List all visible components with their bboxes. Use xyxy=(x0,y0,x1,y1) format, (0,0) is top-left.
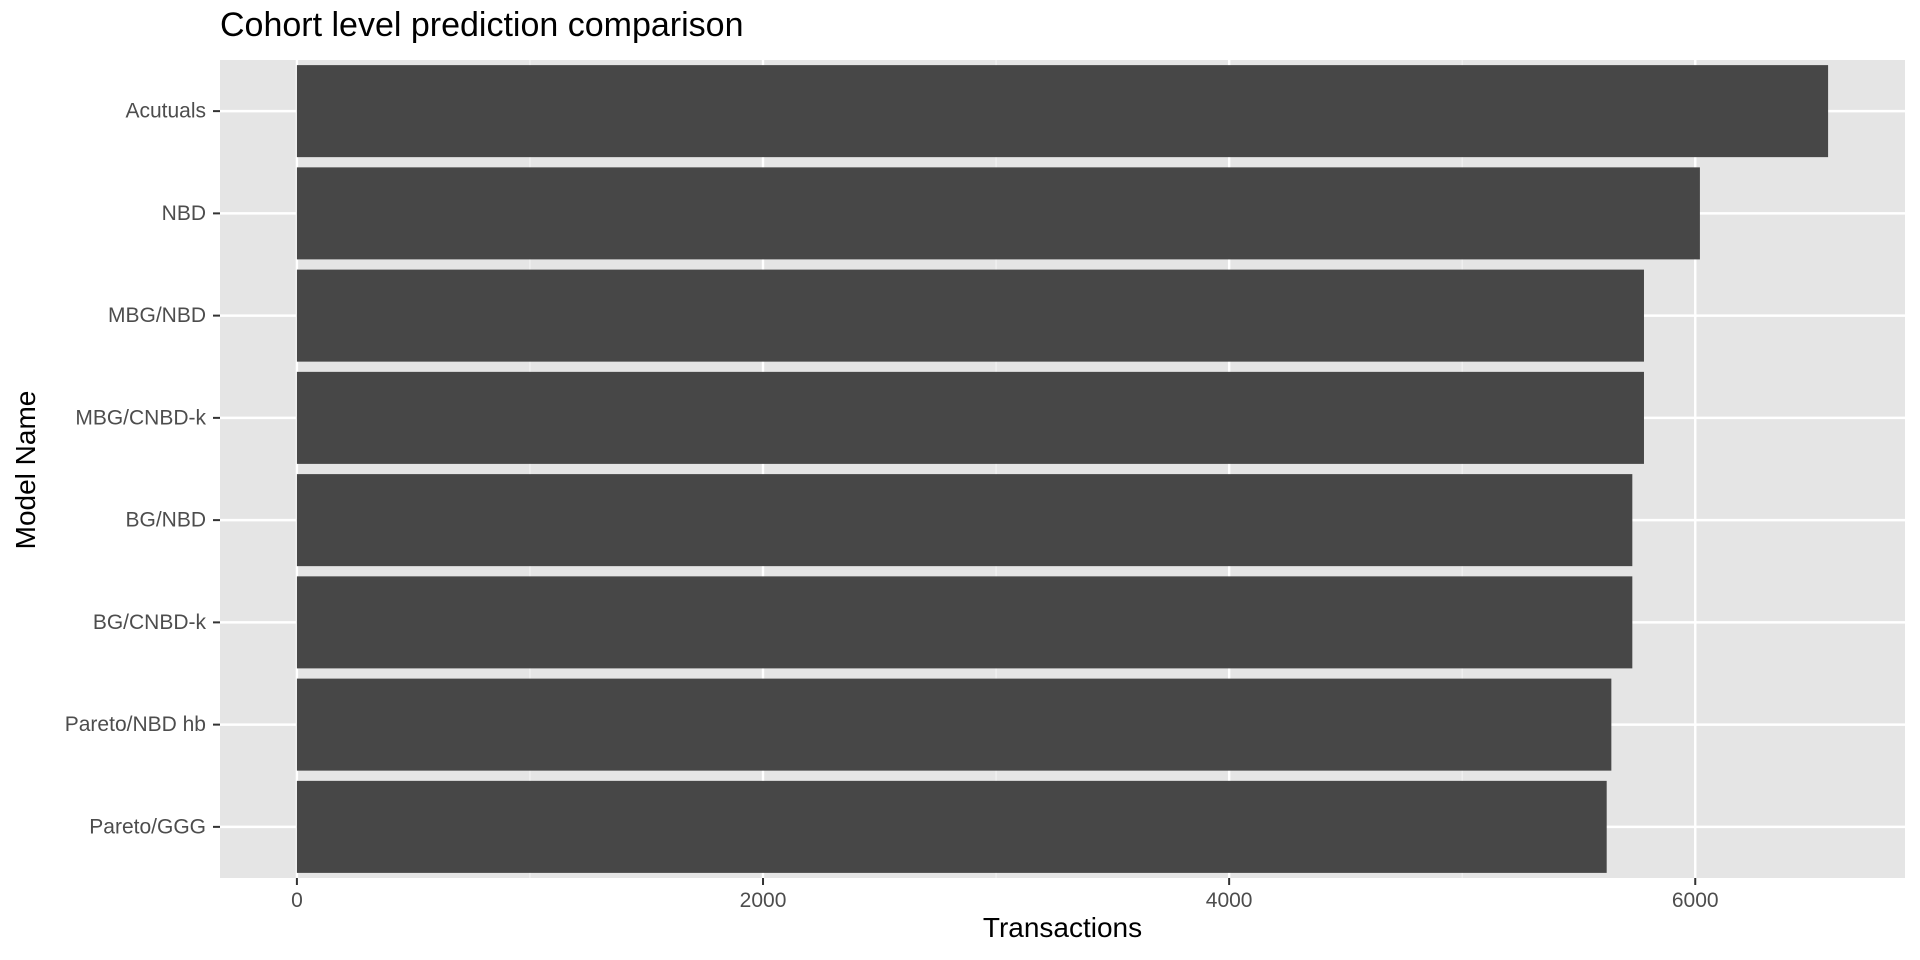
bar xyxy=(296,65,1829,158)
y-tick-label: MBG/CNBD-k xyxy=(75,406,206,429)
x-tick-label: 6000 xyxy=(1672,889,1719,912)
y-tick-label: Pareto/GGG xyxy=(89,815,206,838)
y-tick-label: BG/CNBD-k xyxy=(93,611,207,634)
bar xyxy=(296,474,1633,567)
bar xyxy=(296,576,1633,669)
bar xyxy=(296,780,1607,873)
chart-title: Cohort level prediction comparison xyxy=(220,6,744,44)
bar xyxy=(296,678,1612,771)
y-tick-label: BG/NBD xyxy=(125,509,206,532)
x-tick-label: 0 xyxy=(291,889,303,912)
bar xyxy=(296,269,1644,362)
y-tick-label: Acutuals xyxy=(125,100,206,123)
y-tick-label: NBD xyxy=(162,202,206,225)
y-axis-label: Model Name xyxy=(10,390,41,550)
bar xyxy=(296,371,1644,464)
bar xyxy=(296,167,1700,260)
x-tick-label: 4000 xyxy=(1206,889,1253,912)
y-tick-label: MBG/NBD xyxy=(108,304,206,327)
x-tick-label: 2000 xyxy=(740,889,787,912)
x-axis-label: Transactions xyxy=(982,912,1143,943)
y-tick-label: Pareto/NBD hb xyxy=(65,713,206,736)
